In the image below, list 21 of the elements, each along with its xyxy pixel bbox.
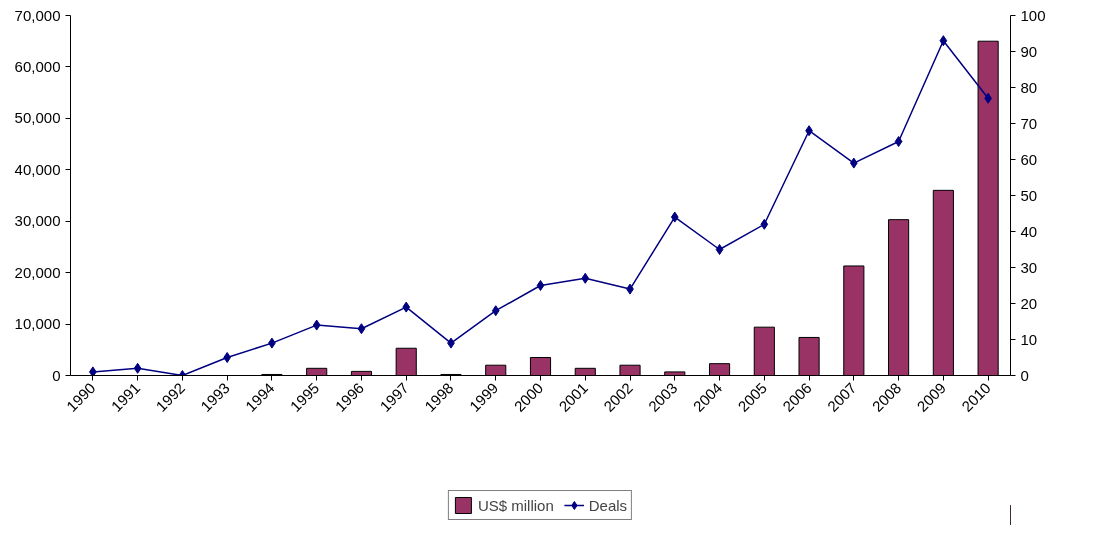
y-tick-label: 30,000 bbox=[14, 212, 61, 230]
y2-tick-label: 0 bbox=[1020, 366, 1029, 384]
y2-tick-label: 20 bbox=[1020, 294, 1038, 312]
y-tick-label: 20,000 bbox=[14, 263, 61, 281]
y2-tick-label: 60 bbox=[1020, 150, 1038, 168]
legend-label: Deals bbox=[588, 496, 628, 514]
y2-tick-label: 30 bbox=[1020, 258, 1038, 276]
y2-tick-label: 70 bbox=[1020, 114, 1038, 132]
y-tick-label: 0 bbox=[52, 366, 61, 384]
y-tick-label: 40,000 bbox=[14, 160, 61, 178]
y2-tick-label: 50 bbox=[1020, 186, 1038, 204]
y2-tick-label: 100 bbox=[1020, 6, 1046, 24]
y-tick-label: 70,000 bbox=[14, 6, 61, 24]
y2-tick-label: 10 bbox=[1020, 330, 1038, 348]
y-tick-label: 50,000 bbox=[14, 109, 61, 127]
y2-tick-label: 90 bbox=[1020, 42, 1038, 60]
legend-label: US$ million bbox=[477, 496, 554, 514]
y2-tick-label: 80 bbox=[1020, 78, 1038, 96]
y-tick-label: 60,000 bbox=[14, 57, 61, 75]
y-tick-label: 10,000 bbox=[14, 315, 61, 333]
y2-tick-label: 40 bbox=[1020, 222, 1038, 240]
